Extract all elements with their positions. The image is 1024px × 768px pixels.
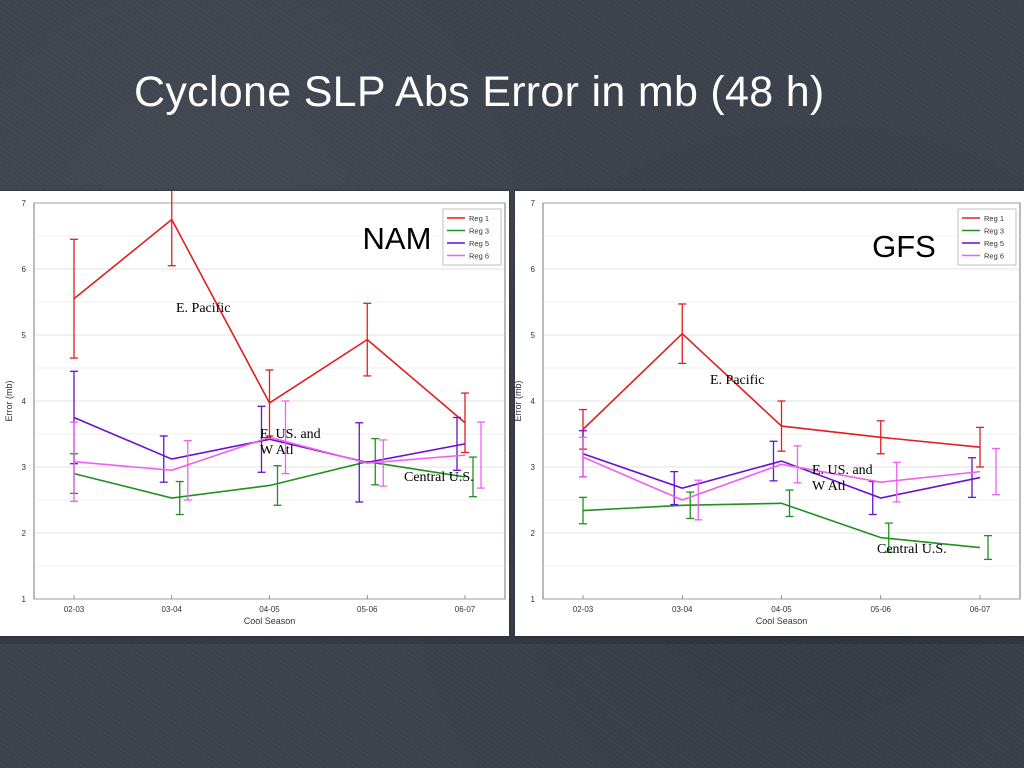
series-line-reg-6 — [73, 436, 466, 472]
y-axis-label: Error (mb) — [4, 381, 14, 422]
x-tick-label: 03-04 — [162, 605, 183, 614]
series-line-reg-3 — [582, 502, 981, 549]
legend-label: Reg 3 — [469, 227, 489, 236]
slide-title: Cyclone SLP Abs Error in mb (48 h) — [134, 68, 825, 116]
annotation-label: E. Pacific — [176, 301, 230, 316]
legend-label: Reg 1 — [469, 214, 489, 223]
series-line-reg-5 — [582, 453, 981, 499]
legend-label: Reg 6 — [469, 252, 489, 261]
y-tick-label: 3 — [22, 463, 27, 472]
y-axis-label: Error (mb) — [515, 381, 523, 422]
series-line-reg-5 — [73, 416, 466, 464]
x-tick-label: 05-06 — [871, 605, 892, 614]
legend-label: Reg 5 — [469, 239, 489, 248]
y-tick-label: 7 — [22, 199, 27, 208]
x-tick-label: 06-07 — [455, 605, 476, 614]
chart-title: GFS — [872, 229, 936, 264]
legend-label: Reg 6 — [984, 252, 1004, 261]
chart-title: NAM — [363, 221, 432, 256]
x-axis-label: Cool Season — [244, 616, 296, 626]
y-tick-label: 2 — [22, 529, 27, 538]
y-tick-label: 4 — [22, 397, 27, 406]
x-tick-label: 02-03 — [573, 605, 594, 614]
y-tick-label: 7 — [531, 199, 536, 208]
y-tick-label: 1 — [531, 595, 536, 604]
y-tick-label: 2 — [531, 529, 536, 538]
annotation-label: E. Pacific — [710, 373, 764, 388]
x-axis-label: Cool Season — [756, 616, 808, 626]
series-line-reg-3 — [73, 460, 466, 499]
y-tick-label: 1 — [22, 595, 27, 604]
legend-label: Reg 3 — [984, 227, 1004, 236]
legend-label: Reg 5 — [984, 239, 1004, 248]
x-tick-label: 06-07 — [970, 605, 991, 614]
series-line-reg-6 — [582, 456, 981, 501]
y-tick-label: 5 — [531, 331, 536, 340]
x-tick-label: 02-03 — [64, 605, 85, 614]
y-tick-label: 3 — [531, 463, 536, 472]
x-tick-label: 05-06 — [357, 605, 378, 614]
y-tick-label: 6 — [22, 265, 27, 274]
annotation-label: E. US. and W Atl — [812, 463, 873, 494]
nam-chart-panel: 1 2 3 4 5 6 7 02-03 03-04 04-05 05-06 06-07 Cool Sea… — [0, 191, 509, 636]
x-tick-label: 03-04 — [672, 605, 693, 614]
y-tick-label: 5 — [22, 331, 27, 340]
slide-footer-shadow — [0, 636, 1024, 644]
nam-chart: 1 2 3 4 5 6 7 02-03 03-04 04-05 05-06 06-07 Cool Sea… — [4, 191, 506, 626]
x-tick-label: 04-05 — [771, 605, 792, 614]
x-tick-label: 04-05 — [259, 605, 280, 614]
annotation-label: Central U.S. — [404, 470, 474, 485]
annotation-label: Central U.S. — [877, 542, 947, 557]
y-tick-label: 4 — [531, 397, 536, 406]
gfs-chart-panel: 1 2 3 4 5 6 7 02-03 03-04 04-05 05-06 06-07 Cool Sea… — [515, 191, 1024, 636]
legend-label: Reg 1 — [984, 214, 1004, 223]
y-tick-label: 6 — [531, 265, 536, 274]
annotation-label: E. US. and W Atl — [260, 427, 321, 458]
gfs-chart: 1 2 3 4 5 6 7 02-03 03-04 04-05 05-06 06-07 Cool Sea… — [515, 199, 1021, 626]
